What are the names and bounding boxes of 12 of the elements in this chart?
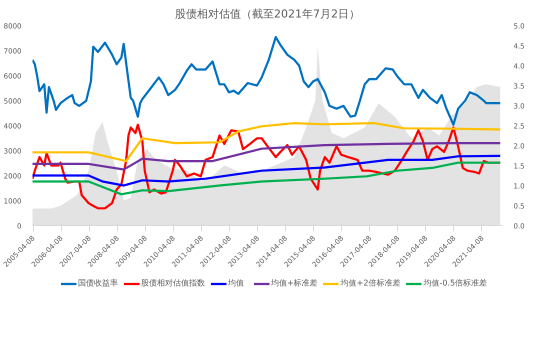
legend-label: 均值 <box>228 278 245 288</box>
legend-label: 股债相对估值指数 <box>140 278 205 288</box>
legend-label: 国债收益率 <box>78 278 118 288</box>
legend-label: 均值-0.5倍标准差 <box>423 278 488 288</box>
line-series <box>32 154 502 187</box>
legend-label: 均值+标准差 <box>270 278 318 288</box>
line-series <box>32 122 502 162</box>
line-series <box>32 162 502 196</box>
chart-title: 股债相对估值（截至2021年7月2日） <box>175 8 360 20</box>
legend-label: 均值+2倍标准差 <box>340 278 400 288</box>
line-series <box>32 36 502 126</box>
line-series <box>32 142 502 171</box>
